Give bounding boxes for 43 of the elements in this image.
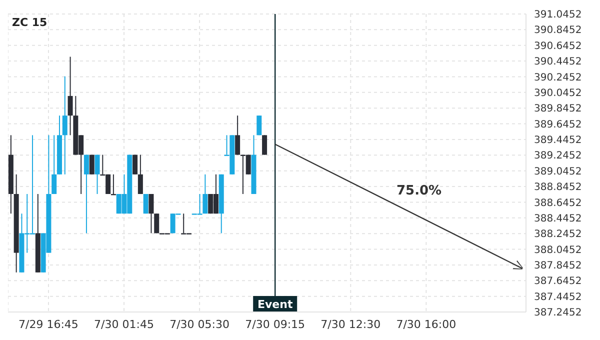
- y-tick-label: 387.4452: [534, 292, 582, 303]
- y-tick-label: 390.4452: [534, 56, 582, 68]
- candlestick: [235, 115, 240, 156]
- y-tick-label: 389.2452: [534, 150, 582, 162]
- candlestick: [154, 213, 160, 234]
- y-tick-label: 387.6452: [534, 276, 582, 288]
- x-tick-label: 7/30 12:30: [320, 318, 381, 331]
- x-tick-label: 7/30 05:30: [170, 318, 230, 331]
- y-tick-label: 390.2452: [534, 72, 582, 84]
- y-tick-label: 388.2452: [534, 229, 582, 240]
- x-tick-label: 7/30 16:00: [396, 318, 456, 331]
- y-tick-label: 390.0452: [534, 88, 582, 99]
- candlestick: [68, 56, 73, 136]
- y-tick-label: 390.8452: [534, 25, 582, 36]
- y-tick-label: 389.0452: [534, 166, 582, 178]
- x-tick-label: 7/30 09:15: [245, 318, 306, 331]
- candlestick: [256, 115, 262, 136]
- x-tick-label: 7/29 16:45: [18, 318, 78, 331]
- y-tick-label: 388.4452: [534, 213, 582, 224]
- y-tick-label: 388.8452: [534, 182, 582, 194]
- candlestick: [94, 154, 100, 194]
- candlestick: [132, 154, 138, 175]
- candlestick: [262, 134, 268, 156]
- annotation: 75.0%: [396, 184, 442, 199]
- y-tick-label: 389.8452: [534, 104, 582, 115]
- y-tick-label: 389.6452: [534, 119, 582, 130]
- y-tick-label: 389.4452: [534, 135, 582, 146]
- y-tick-label: 388.6452: [534, 198, 582, 209]
- y-tick-label: 388.0452: [534, 244, 582, 256]
- ref-line-label: Event: [257, 298, 293, 311]
- x-tick-label: 7/30 01:45: [94, 318, 154, 331]
- y-tick-label: 387.8452: [534, 260, 582, 272]
- candlestick: [202, 174, 208, 214]
- candlestick: [89, 154, 94, 175]
- y-tick-label: 387.2452: [534, 308, 582, 319]
- candlestick: [52, 134, 57, 194]
- candlestick: [62, 76, 68, 175]
- candlestick: [148, 193, 154, 234]
- candlestick: [138, 154, 143, 194]
- y-tick-label: 390.6452: [534, 40, 582, 52]
- chart-title: ZC 15: [12, 16, 48, 29]
- candlestick: [84, 154, 89, 234]
- y-tick-label: 391.0452: [534, 10, 582, 21]
